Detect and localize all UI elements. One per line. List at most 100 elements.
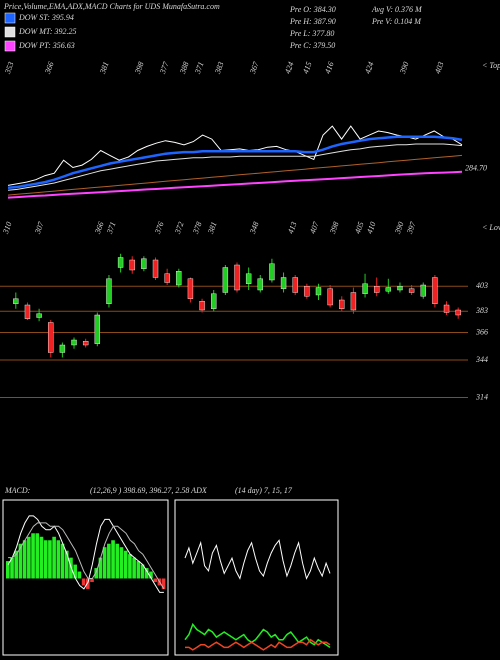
y-tick-label: 403 bbox=[476, 281, 488, 290]
histogram-bar bbox=[128, 554, 132, 579]
histogram-bar bbox=[132, 557, 136, 579]
histogram-bar bbox=[86, 578, 90, 589]
histogram-bar bbox=[18, 543, 23, 579]
histogram-bar bbox=[73, 564, 77, 579]
top-label: 367 bbox=[248, 60, 261, 76]
candle-body bbox=[408, 288, 415, 293]
series-line bbox=[7, 135, 463, 190]
top-label: 403 bbox=[433, 61, 446, 75]
low-label: 398 bbox=[328, 221, 341, 236]
histogram-bar bbox=[48, 540, 52, 579]
stat-label: Avg V: 0.376 M bbox=[371, 5, 423, 14]
y-tick-label: 344 bbox=[475, 355, 488, 364]
low-label: 348 bbox=[248, 221, 261, 236]
top-label: 398 bbox=[133, 61, 146, 76]
histogram-bar bbox=[94, 568, 99, 579]
y-tick-label: 366 bbox=[475, 327, 488, 336]
histogram-bar bbox=[98, 557, 103, 579]
y-tick-label: 314 bbox=[475, 392, 488, 401]
candle-body bbox=[82, 341, 89, 346]
lows-label: < Lows bbox=[482, 223, 500, 232]
candle-body bbox=[339, 299, 345, 309]
legend-label: DOW MT: 392.25 bbox=[18, 27, 77, 36]
top-label: 424 bbox=[363, 61, 376, 75]
histogram-bar bbox=[149, 571, 153, 579]
candle-body bbox=[211, 293, 217, 309]
low-label: 372 bbox=[173, 221, 186, 236]
top-label: 377 bbox=[158, 60, 171, 76]
top-label: 390 bbox=[398, 61, 411, 76]
histogram-bar bbox=[140, 564, 145, 579]
stat-label: Pre O: 384.30 bbox=[289, 5, 336, 14]
candle-body bbox=[234, 264, 240, 291]
histogram-bar bbox=[56, 540, 61, 579]
series-line bbox=[7, 125, 463, 186]
candle-body bbox=[269, 263, 275, 281]
stat-label: Pre L: 377.80 bbox=[289, 29, 334, 38]
histogram-bar bbox=[161, 578, 166, 589]
histogram-bar bbox=[22, 540, 27, 579]
top-label: 353 bbox=[3, 61, 16, 76]
low-label: 390 bbox=[393, 221, 406, 236]
histogram-bar bbox=[123, 550, 128, 579]
low-label: 376 bbox=[153, 221, 166, 236]
histogram-bar bbox=[153, 578, 157, 582]
histogram-bar bbox=[35, 533, 40, 579]
candle-body bbox=[141, 258, 147, 269]
top-label: 424 bbox=[283, 61, 296, 75]
candle-body bbox=[129, 259, 135, 271]
macd-frame bbox=[2, 499, 169, 656]
histogram-bar bbox=[111, 540, 115, 579]
candle-body bbox=[164, 273, 170, 283]
candle-body bbox=[327, 288, 333, 306]
adx-title: (14 day) 7, 15, 17 bbox=[235, 486, 293, 495]
candle-body bbox=[373, 286, 380, 293]
histogram-bar bbox=[14, 550, 19, 579]
low-label: 371 bbox=[105, 221, 118, 236]
chart-title: Price,Volume,EMA,ADX,MACD Charts for UDS… bbox=[3, 2, 220, 11]
series-line bbox=[7, 143, 463, 191]
y-tick-label: 383 bbox=[475, 306, 488, 315]
histogram-bar bbox=[144, 568, 149, 579]
top-label: 381 bbox=[98, 61, 111, 76]
stat-label: Pre C: 379.50 bbox=[289, 41, 335, 50]
candle-body bbox=[199, 301, 205, 311]
histogram-bar bbox=[107, 543, 111, 579]
candle-body bbox=[24, 304, 31, 319]
histogram-bar bbox=[31, 533, 35, 579]
low-label: 397 bbox=[405, 220, 418, 236]
histogram-bar bbox=[136, 561, 141, 579]
histogram-bar bbox=[27, 536, 31, 579]
tops-label: < Tops bbox=[482, 61, 500, 70]
histogram-bar bbox=[77, 571, 82, 579]
candle-body bbox=[315, 287, 322, 296]
macd-title: MACD: bbox=[4, 486, 31, 495]
candle-body bbox=[222, 267, 229, 293]
low-label: 307 bbox=[33, 220, 46, 236]
candle-body bbox=[176, 271, 182, 286]
legend-label: DOW PT: 356.63 bbox=[18, 41, 75, 50]
top-label: 415 bbox=[301, 61, 314, 75]
histogram-bar bbox=[60, 543, 65, 579]
histogram-bar bbox=[6, 561, 10, 579]
legend-label: DOW ST: 395.94 bbox=[18, 13, 74, 22]
legend-swatch bbox=[4, 26, 16, 38]
candle-body bbox=[443, 304, 450, 313]
candle-body bbox=[397, 286, 403, 291]
candle-body bbox=[245, 273, 252, 284]
histogram-bar bbox=[115, 543, 120, 579]
candle-body bbox=[455, 309, 461, 316]
histogram-bar bbox=[90, 578, 94, 582]
histogram-bar bbox=[43, 540, 48, 579]
candle-body bbox=[432, 277, 438, 304]
macd-line bbox=[8, 522, 165, 590]
candle-body bbox=[385, 287, 392, 292]
histogram-bar bbox=[102, 547, 107, 579]
end-label: 284.70 bbox=[465, 164, 487, 173]
candle-body bbox=[362, 283, 368, 294]
low-label: 413 bbox=[286, 221, 299, 235]
macd-line bbox=[7, 515, 164, 593]
histogram-bar bbox=[81, 578, 86, 586]
candle-body bbox=[257, 278, 263, 291]
